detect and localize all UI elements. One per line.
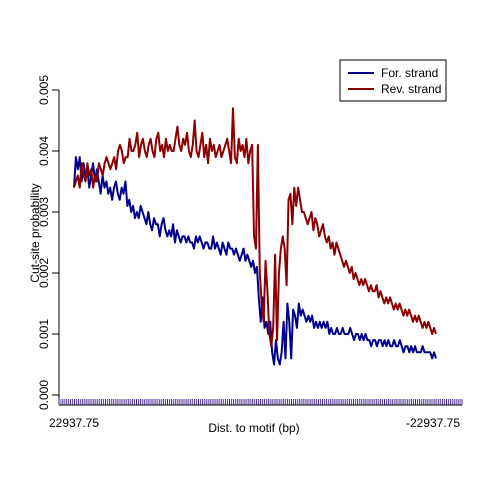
- legend-label-forward: For. strand: [381, 66, 438, 80]
- series-line-reverse: [73, 107, 437, 348]
- y-tick-label: 0.005: [37, 75, 51, 105]
- y-tick-label: 0.003: [37, 197, 51, 227]
- y-tick-label: 0.002: [37, 258, 51, 288]
- x-tick-label-left: 22937.75: [49, 416, 99, 430]
- y-axis-ticks: 0.000 0.001 0.002 0.003 0.004 0.005: [37, 75, 59, 410]
- legend: For. strand Rev. strand: [339, 59, 447, 102]
- x-tick-label-right: -22937.75: [406, 416, 460, 430]
- y-tick-label: 0.001: [37, 319, 51, 349]
- y-tick-label: 0.000: [37, 380, 51, 410]
- y-axis-title: Cut-site probability: [28, 183, 42, 282]
- legend-label-reverse: Rev. strand: [381, 82, 441, 96]
- series-line-forward: [73, 156, 437, 366]
- y-tick-label: 0.004: [37, 136, 51, 166]
- series-layer: [73, 107, 437, 366]
- x-axis-title: Dist. to motif (bp): [208, 421, 299, 435]
- x-axis-ticks: [58, 399, 463, 405]
- legend-box: [339, 59, 447, 102]
